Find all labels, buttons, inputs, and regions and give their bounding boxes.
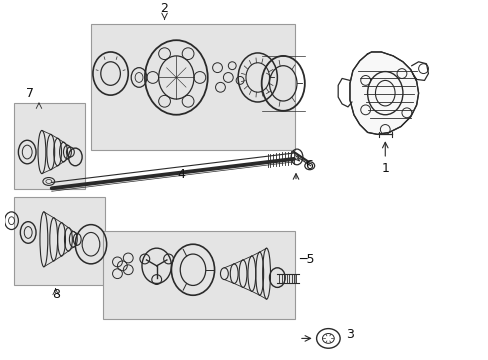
Text: ─5: ─5 [298,253,314,266]
Text: 7: 7 [26,87,34,100]
Bar [15,103,85,189]
Text: 1: 1 [381,162,388,175]
Bar [91,24,294,150]
Polygon shape [349,52,418,134]
Text: 8: 8 [52,288,60,301]
Text: 4: 4 [177,168,185,181]
Bar [15,197,104,285]
Text: 3: 3 [346,328,353,341]
Bar [10,19,311,334]
Bar [102,230,294,319]
Text: 6: 6 [304,159,312,172]
Text: 2: 2 [160,2,168,15]
